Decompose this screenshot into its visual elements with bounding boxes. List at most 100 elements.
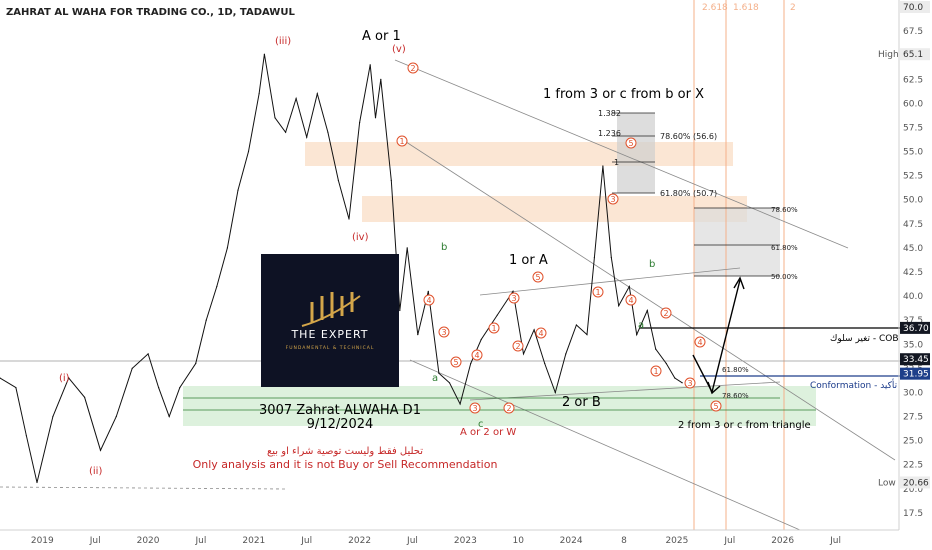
price-series — [0, 53, 683, 484]
disclaimer-arabic: تحليل فقط وليست توصية شراء او بيع — [267, 446, 423, 457]
price-point — [380, 78, 382, 80]
svg-text:3: 3 — [511, 294, 516, 303]
price-point — [226, 247, 228, 249]
marker-5d: 5 — [450, 356, 462, 368]
svg-text:3: 3 — [687, 379, 692, 388]
svg-text:4: 4 — [474, 351, 479, 360]
svg-text:3: 3 — [441, 328, 446, 337]
price-point — [399, 309, 401, 312]
marker-3e: 3 — [438, 326, 450, 338]
price-point — [655, 348, 657, 350]
svg-text:5: 5 — [535, 273, 540, 282]
price-tag-value: 70.0 — [903, 3, 923, 13]
fib-time-2618: 2.618 — [702, 3, 728, 13]
marker-4b: 4 — [625, 294, 637, 306]
price-point — [258, 93, 260, 95]
svg-text:4: 4 — [538, 329, 543, 338]
price-point — [665, 362, 667, 365]
price-line-series-0 — [0, 54, 683, 483]
y-tick-label: 42.5 — [903, 268, 923, 278]
price-axis[interactable]: 17.520.022.525.027.530.032.535.037.540.0… — [898, 0, 923, 530]
marker-4a: 4 — [423, 294, 435, 306]
price-point — [285, 131, 287, 133]
y-tick-label: 47.5 — [903, 220, 923, 230]
price-point — [602, 165, 604, 167]
price-point — [36, 481, 38, 484]
price-tag-bg — [900, 367, 930, 380]
y-tick-label: 57.5 — [903, 123, 923, 133]
y-tick-label: 30.0 — [903, 388, 923, 398]
price-point — [327, 131, 329, 133]
logo-title: THE EXPERT — [290, 328, 368, 341]
y-tick-label: 37.5 — [903, 316, 923, 326]
price-point — [628, 285, 630, 288]
price-point — [274, 117, 276, 119]
price-point — [390, 179, 392, 182]
price-tag-bg — [900, 321, 930, 334]
price-point — [263, 53, 265, 55]
wave-labels: A or 1 (v) (iii) (iv) (i) (ii) 1 from 3 … — [59, 29, 899, 477]
svg-text:4: 4 — [697, 338, 702, 347]
y-tick-label: 20.0 — [903, 485, 923, 495]
y-tick-label: 40.0 — [903, 292, 923, 302]
logo-subtitle: FUNDAMENTAL & TECHNICAL — [286, 345, 375, 351]
marker-3c: 3 — [469, 402, 481, 414]
svg-text:5: 5 — [713, 402, 718, 411]
logo-box: THE EXPERT FUNDAMENTAL & TECHNICAL — [261, 254, 399, 387]
time-axis[interactable]: 2019 Jul 2020 Jul 2021 Jul 2022 Jul 2023 10 2024 8 2… — [0, 529, 899, 546]
price-point — [496, 314, 498, 316]
fib-labels: 1.382 1.236 1 78.60% (56.6) 61.80% (50.7… — [598, 109, 798, 400]
marker-5b: 5 — [625, 137, 637, 149]
price-point — [533, 329, 535, 331]
svg-text:1: 1 — [491, 324, 496, 333]
price-point — [459, 403, 461, 405]
info-line1: 3007 Zahrat ALWAHA D1 — [259, 403, 421, 418]
price-tag-bg — [900, 1, 930, 13]
price-point — [565, 353, 567, 355]
price-point — [374, 117, 377, 119]
label-wave-iii: (iii) — [275, 36, 291, 47]
resistance-band-upper — [305, 142, 733, 166]
marker-3b: 3 — [607, 193, 619, 205]
price-tags: 70.0 High 65.1 36.70 33.45 31.95 Low 20.66 — [878, 1, 930, 489]
svg-text:5: 5 — [453, 358, 458, 367]
price-point — [448, 382, 451, 384]
label-small-a2: a — [638, 320, 644, 331]
x-tick-label: 2020 — [137, 536, 160, 546]
marker-5a: 5 — [532, 271, 544, 283]
marker-2b: 2 — [503, 402, 515, 414]
price-tag-caption: Low — [878, 478, 896, 488]
price-point — [554, 391, 556, 394]
label-wave-i: (i) — [59, 373, 70, 384]
price-point — [438, 372, 440, 374]
price-point — [179, 387, 181, 389]
price-point — [575, 324, 578, 326]
svg-text:78.60%: 78.60% — [722, 392, 749, 400]
price-point — [369, 64, 371, 66]
marker-2: 2 — [407, 62, 419, 74]
price-point — [480, 338, 482, 341]
price-tag-value: 33.45 — [903, 355, 929, 365]
price-point — [593, 256, 596, 259]
price-point — [618, 305, 620, 307]
price-point — [247, 150, 250, 153]
svg-text:2: 2 — [663, 309, 668, 318]
svg-text:5: 5 — [628, 139, 633, 148]
svg-text:1: 1 — [653, 367, 658, 376]
price-point — [522, 353, 525, 355]
svg-text:61.80% (50.7): 61.80% (50.7) — [660, 189, 717, 198]
symbol-title: ZAHRAT AL WAHA FOR TRADING CO., 1D, TADA… — [6, 7, 295, 18]
svg-text:2: 2 — [506, 404, 511, 413]
svg-text:3: 3 — [610, 195, 615, 204]
price-point — [337, 179, 339, 182]
resistance-band-lower — [362, 196, 747, 222]
label-one-from: 1 from 3 or c from b or X — [543, 87, 704, 102]
marker-1d: 1 — [592, 286, 604, 298]
svg-text:1: 1 — [595, 288, 600, 297]
label-two-from-3: 2 from 3 or c from triangle — [678, 420, 811, 431]
label-conformation: Conformation - تأكيد — [810, 378, 898, 391]
sub-wave-markers: 1 2 5 5 3 3 1 4 4 4 2 2 3 5 3 1 1 4 2 5 … — [396, 62, 722, 414]
svg-text:3: 3 — [472, 404, 477, 413]
disclaimer-english: Only analysis and it is not Buy or Sell … — [193, 458, 498, 471]
